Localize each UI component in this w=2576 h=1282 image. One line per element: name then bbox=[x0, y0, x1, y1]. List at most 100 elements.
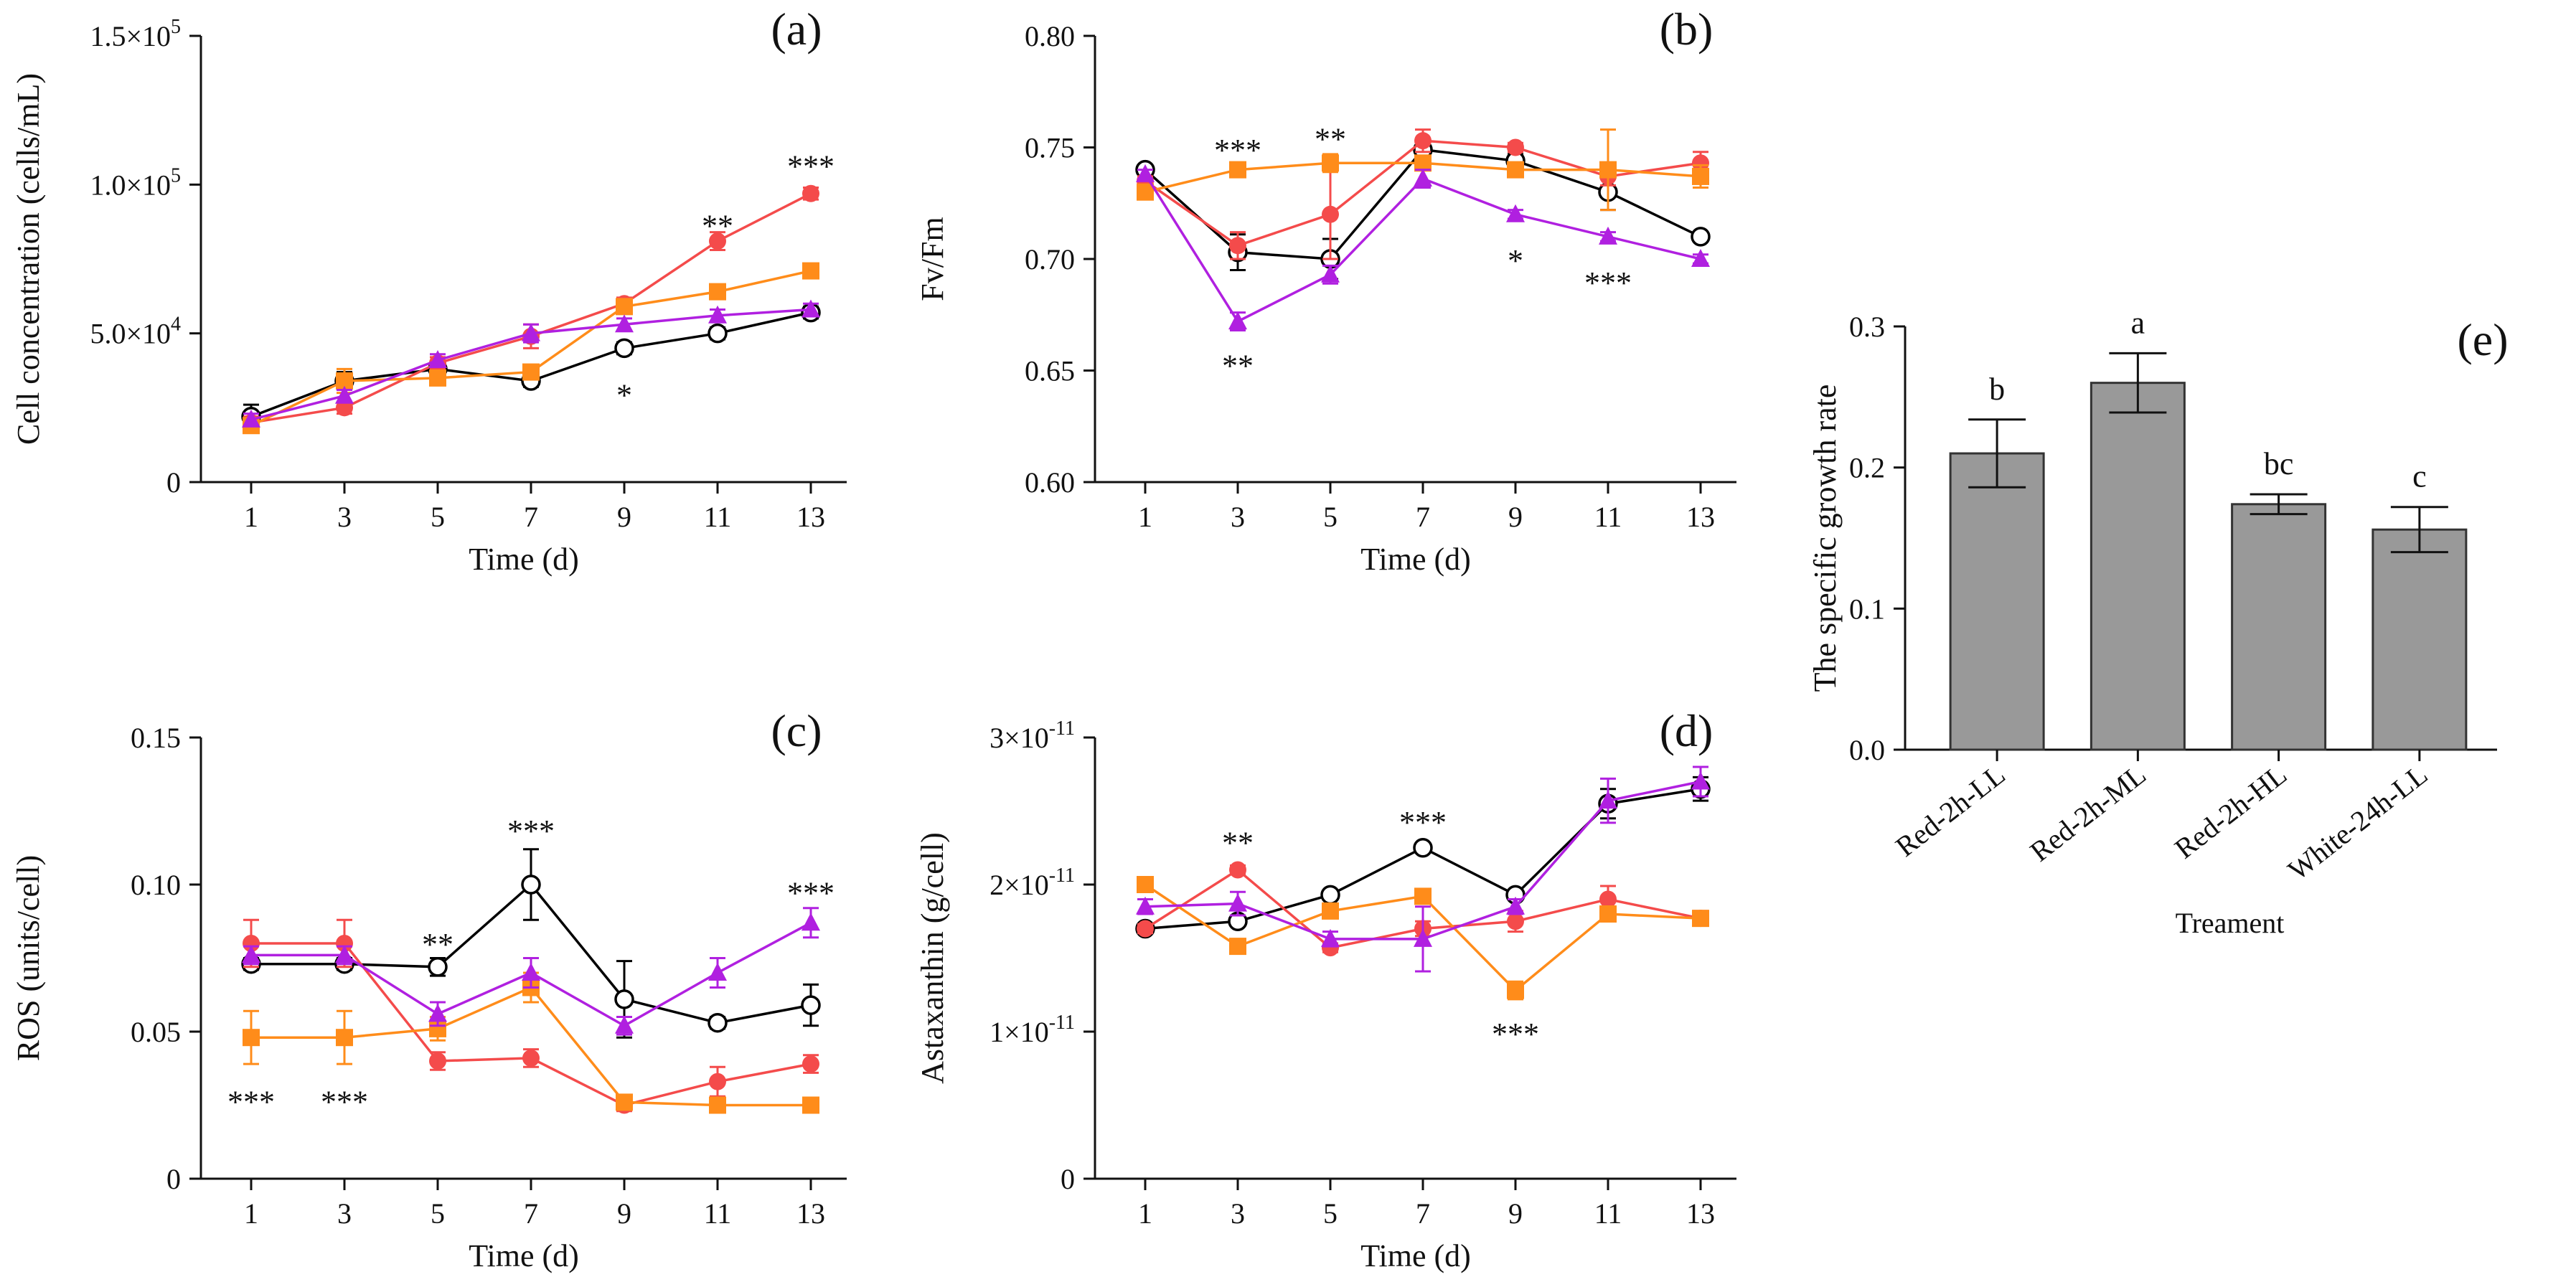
significance-letter: c bbox=[2412, 459, 2427, 494]
x-tick-label: 3 bbox=[1231, 501, 1245, 533]
x-tick-label: 5 bbox=[431, 1197, 445, 1230]
y-tick-label: 0 bbox=[166, 466, 181, 499]
data-point bbox=[1507, 981, 1524, 999]
y-tick-label: 0.1 bbox=[1849, 593, 1885, 625]
data-point bbox=[802, 1096, 819, 1114]
tick-label-base: 5.0×10 bbox=[90, 318, 171, 350]
x-axis-title: Time (d) bbox=[469, 1238, 579, 1273]
bar bbox=[2090, 382, 2186, 751]
data-point bbox=[428, 1004, 447, 1022]
significance-letter: b bbox=[1989, 372, 2005, 407]
data-point bbox=[1692, 167, 1709, 185]
data-point bbox=[1507, 161, 1524, 179]
x-tick-label: 13 bbox=[1686, 501, 1715, 533]
y-tick-label: 5.0×104 bbox=[90, 314, 181, 350]
significance-mark: *** bbox=[1584, 265, 1632, 301]
data-point bbox=[335, 945, 354, 963]
data-point bbox=[336, 935, 353, 952]
data-point bbox=[709, 283, 726, 301]
data-point bbox=[1322, 154, 1339, 172]
data-point bbox=[522, 1049, 540, 1067]
panel-label: (d) bbox=[1660, 705, 1714, 756]
data-point bbox=[428, 349, 447, 368]
x-tick-label: 11 bbox=[1594, 1197, 1622, 1230]
y-tick-label: 0.70 bbox=[1025, 243, 1075, 275]
y-tick-label: 0 bbox=[166, 1163, 181, 1195]
data-point bbox=[616, 1093, 633, 1111]
y-tick-label: 0.60 bbox=[1025, 466, 1075, 499]
x-tick-label: 1 bbox=[244, 501, 258, 533]
x-tick-label: 5 bbox=[1323, 501, 1338, 533]
data-point bbox=[1507, 138, 1524, 156]
bar bbox=[1949, 452, 2045, 751]
x-tick-label: 13 bbox=[1686, 1197, 1715, 1230]
data-point bbox=[1137, 920, 1154, 938]
data-point bbox=[1414, 928, 1432, 947]
x-tick-label: Red-2h-ML bbox=[2024, 758, 2152, 868]
data-point bbox=[1228, 893, 1247, 912]
data-point bbox=[521, 875, 541, 895]
data-point bbox=[1507, 913, 1524, 930]
data-point bbox=[1322, 205, 1339, 223]
data-point bbox=[709, 1096, 726, 1114]
data-point bbox=[709, 232, 726, 250]
significance-letter: a bbox=[2131, 305, 2145, 340]
data-point bbox=[1320, 885, 1340, 905]
y-axis-title: Fv/Fm bbox=[915, 217, 950, 301]
x-tick-label: 1 bbox=[1138, 1197, 1152, 1230]
y-axis-title: ROS (units/cell) bbox=[11, 855, 46, 1061]
data-point bbox=[1691, 249, 1710, 267]
x-tick-label: Red-2h-LL bbox=[1889, 758, 2011, 863]
x-tick-label: 13 bbox=[796, 501, 825, 533]
data-point bbox=[243, 935, 260, 952]
tick-label-exponent: 5 bbox=[171, 16, 181, 38]
x-axis-title: Time (d) bbox=[1360, 1238, 1471, 1273]
data-point bbox=[802, 299, 820, 318]
significance-mark: ** bbox=[702, 208, 733, 243]
tick-label-exponent: -11 bbox=[1049, 864, 1075, 887]
data-point bbox=[1599, 791, 1617, 809]
data-point bbox=[522, 363, 540, 381]
series-White-24h-LL bbox=[1136, 765, 1710, 973]
data-point bbox=[1321, 928, 1340, 947]
bar bbox=[2371, 528, 2468, 751]
data-point bbox=[1599, 890, 1617, 908]
data-point bbox=[802, 184, 819, 202]
x-tick-label: 5 bbox=[431, 501, 445, 533]
data-point bbox=[708, 1012, 728, 1033]
data-point bbox=[242, 945, 260, 963]
data-point bbox=[615, 314, 634, 333]
panel-e: 0.0 0.1 0.2 0.3 b Red-2h-LL a Red-2h-ML bc Red-2h… bbox=[1808, 305, 2509, 939]
series-White-24h-LL bbox=[1136, 164, 1710, 332]
data-point bbox=[1691, 227, 1711, 247]
significance-mark: *** bbox=[1399, 805, 1447, 840]
data-point bbox=[1599, 161, 1617, 179]
x-axis-title: Time (d) bbox=[469, 542, 579, 577]
data-point bbox=[1229, 237, 1246, 255]
data-point bbox=[522, 963, 540, 981]
significance-mark: *** bbox=[507, 814, 555, 849]
y-tick-label: 0.2 bbox=[1849, 452, 1885, 484]
series-Red-2h-HL bbox=[1137, 128, 1709, 212]
data-point bbox=[1228, 311, 1247, 330]
significance-mark: ** bbox=[1222, 826, 1254, 861]
tick-label-base: 1.0×10 bbox=[90, 169, 171, 201]
data-point bbox=[1692, 154, 1709, 172]
y-tick-label: 0.75 bbox=[1025, 132, 1075, 164]
series-White-24h-LL bbox=[242, 299, 820, 428]
tick-label-exponent: -11 bbox=[1049, 1012, 1075, 1034]
y-tick-label: 0.05 bbox=[131, 1016, 181, 1048]
data-point bbox=[428, 957, 448, 977]
data-point bbox=[709, 1073, 726, 1090]
x-tick-label: 7 bbox=[524, 1197, 538, 1230]
x-tick-label: 11 bbox=[704, 1197, 732, 1230]
x-tick-label: Red-2h-HL bbox=[2168, 758, 2293, 865]
data-point bbox=[429, 1052, 446, 1070]
data-point bbox=[1414, 887, 1432, 905]
x-tick-label: 11 bbox=[1594, 501, 1622, 533]
data-point bbox=[335, 385, 354, 404]
